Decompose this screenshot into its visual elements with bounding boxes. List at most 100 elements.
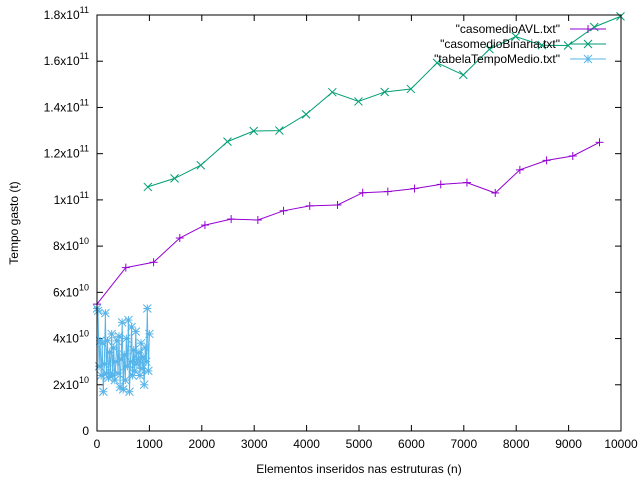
data-point	[249, 126, 259, 136]
y-tick-label: 6x1010	[53, 282, 89, 299]
data-point	[107, 329, 117, 339]
data-point	[563, 41, 573, 50]
x-tick-label: 10000	[604, 437, 638, 451]
data-point	[110, 375, 120, 385]
data-point	[511, 32, 521, 41]
y-tick-label: 4x1010	[53, 329, 89, 346]
data-point	[113, 368, 123, 378]
y-tick-label: 2x1010	[53, 375, 89, 392]
data-point	[200, 221, 209, 230]
y-tick-mantissa: 1x10	[54, 193, 80, 207]
data-point	[462, 178, 471, 187]
x-axis-ticks: 0 1000 2000 3000 4000 5000 6000 7000 8000 9000 100…	[94, 15, 638, 451]
data-point	[537, 40, 547, 50]
x-tick-label: 6000	[398, 437, 425, 451]
data-point	[305, 201, 314, 210]
data-point	[121, 334, 131, 343]
data-point	[149, 258, 158, 267]
series-2	[143, 12, 625, 192]
x-tick-label: 1000	[136, 437, 163, 451]
data-point	[143, 366, 153, 376]
data-point	[124, 315, 133, 325]
legend-label: "casomedioBinaria.txt"	[440, 37, 560, 51]
data-point	[98, 387, 108, 397]
data-point	[143, 182, 153, 192]
data-point	[101, 308, 110, 318]
y-tick-exponent: 10	[79, 329, 89, 339]
data-point	[114, 331, 124, 341]
data-point	[358, 188, 367, 197]
legend-marker	[583, 54, 593, 64]
series-line	[96, 141, 600, 305]
data-point	[136, 338, 146, 348]
series-1	[93, 138, 604, 309]
data-point	[327, 87, 337, 97]
data-point	[145, 329, 154, 339]
x-tick-label: 5000	[346, 437, 373, 451]
series-3	[92, 304, 154, 397]
data-point	[491, 188, 500, 197]
y-tick-exponent: 11	[80, 97, 89, 107]
legend-label: "tabelaTempoMedio.txt"	[434, 52, 560, 66]
y-tick-label: 1x1011	[54, 190, 89, 207]
legend: "casomedioAVL.txt""casomedioBinaria.txt"…	[434, 22, 606, 66]
data-point	[142, 304, 152, 313]
x-axis-title: Elementos inseridos nas estruturas (n)	[256, 462, 461, 476]
x-tick-label: 0	[94, 437, 101, 451]
data-point	[196, 160, 206, 170]
data-point	[175, 234, 184, 243]
y-axis-title: Tempo gasto (t)	[7, 181, 21, 264]
data-point	[301, 110, 311, 119]
data-point	[383, 187, 392, 196]
y-tick-mantissa: 1.8x10	[44, 8, 80, 22]
legend-label: "casomedioAVL.txt"	[456, 22, 560, 36]
data-point	[380, 87, 390, 97]
data-point	[515, 165, 524, 174]
y-tick-exponent: 11	[80, 190, 89, 200]
y-tick-exponent: 11	[80, 51, 89, 61]
y-tick-mantissa: 6x10	[53, 285, 79, 299]
legend-marker	[583, 39, 593, 49]
data-point	[109, 343, 119, 353]
data-point	[97, 338, 107, 348]
series-layer	[92, 12, 625, 397]
data-point	[485, 44, 494, 54]
data-point	[568, 151, 577, 160]
data-point	[120, 375, 130, 385]
data-point	[354, 97, 363, 106]
legend-marker	[584, 25, 592, 33]
y-tick-label: 8x1010	[53, 236, 89, 253]
data-point	[99, 359, 109, 369]
data-point	[227, 215, 236, 224]
y-tick-exponent: 11	[80, 5, 89, 15]
y-tick-exponent: 11	[80, 144, 89, 154]
y-tick-label: 1.2x1011	[44, 144, 89, 161]
y-tick-mantissa: 8x10	[53, 239, 79, 253]
y-tick-mantissa: 1.4x10	[44, 100, 80, 114]
data-point	[542, 156, 551, 165]
data-point	[112, 336, 122, 346]
data-point	[127, 322, 136, 332]
y-tick-label: 1.4x1011	[44, 97, 89, 114]
y-tick-mantissa: 1.6x10	[44, 54, 80, 68]
y-tick-exponent: 10	[79, 282, 89, 292]
y-tick-label: 1.6x1011	[44, 51, 89, 68]
data-point	[333, 200, 342, 209]
data-point	[135, 371, 145, 380]
y-tick-mantissa: 4x10	[53, 332, 79, 346]
y-tick-mantissa: 0	[82, 424, 89, 438]
data-point	[274, 126, 284, 135]
data-point	[436, 180, 445, 189]
x-tick-label: 8000	[503, 437, 530, 451]
data-point	[141, 357, 151, 367]
y-tick-mantissa: 2x10	[53, 378, 79, 392]
y-tick-exponent: 10	[79, 375, 89, 385]
data-point	[139, 380, 149, 390]
data-point	[406, 84, 416, 94]
x-tick-label: 2000	[188, 437, 215, 451]
data-point	[458, 70, 468, 80]
y-tick-mantissa: 1.2x10	[44, 147, 80, 161]
data-point	[131, 327, 141, 336]
plot-frame	[96, 14, 622, 432]
